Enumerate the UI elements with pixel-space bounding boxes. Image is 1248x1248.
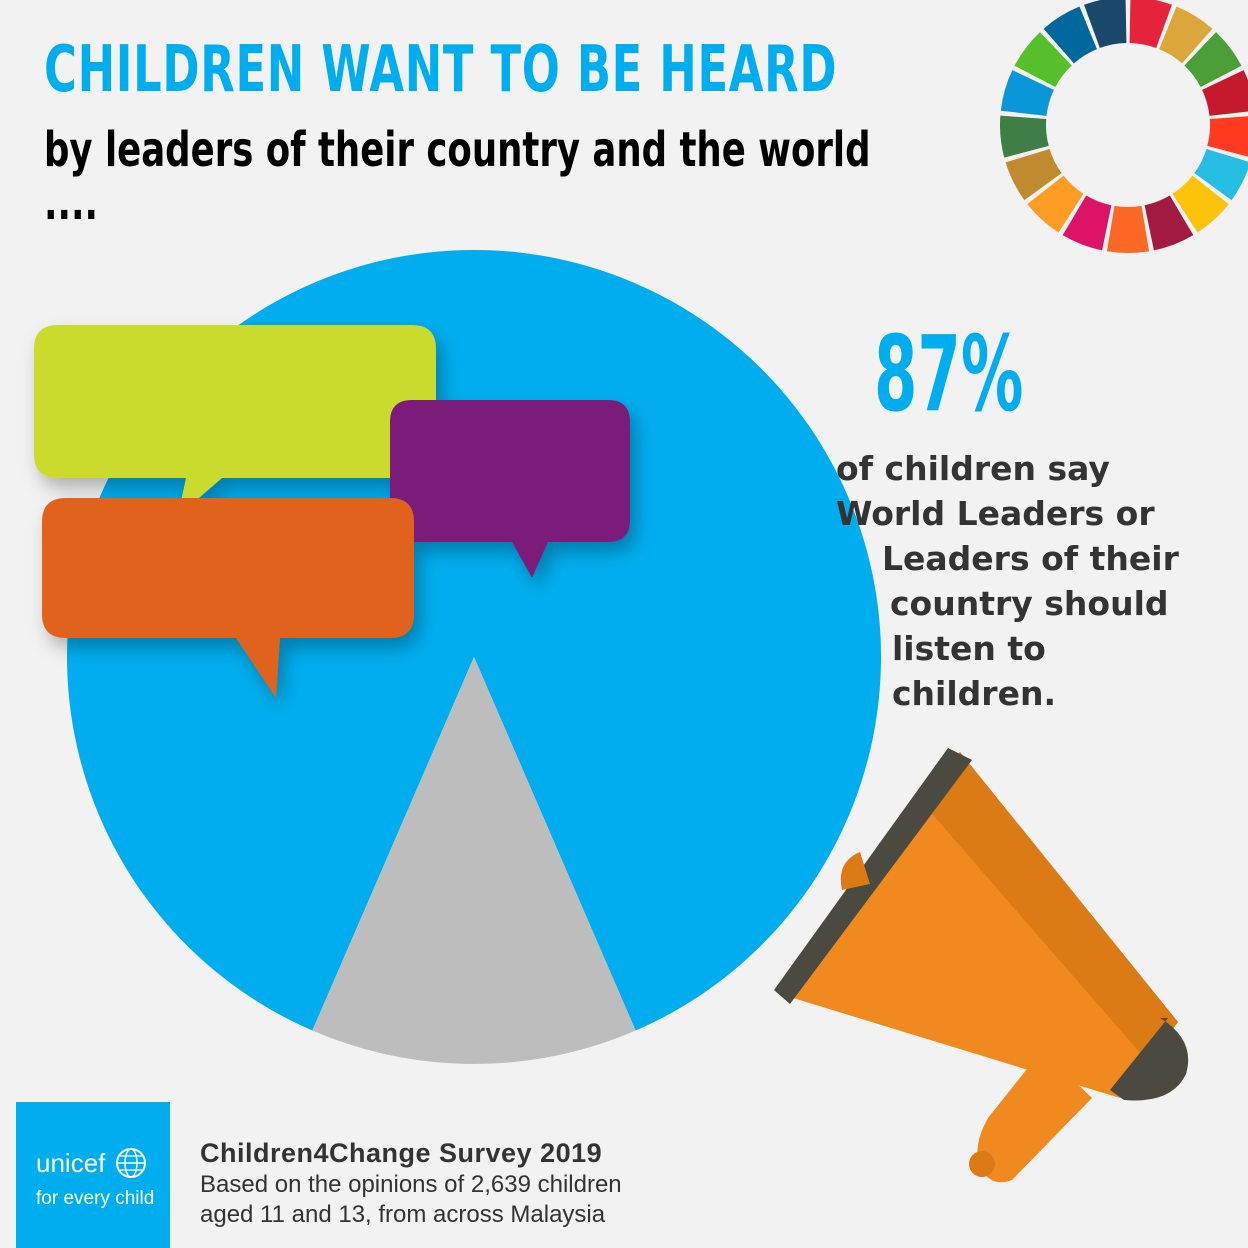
megaphone-icon: [774, 748, 1189, 1183]
sdg-wheel-icon: [1000, 0, 1248, 253]
stat-line: country should: [890, 584, 1169, 623]
stat-description: of children say World Leaders or Leaders…: [836, 446, 1216, 716]
speech-bubbles-icon: [34, 325, 630, 698]
sdg-wheel-segment: [1129, 0, 1172, 48]
megaphone-rear-cap: [1110, 1018, 1189, 1101]
megaphone-handle: [977, 1050, 1092, 1183]
stat-line: listen to: [892, 629, 1046, 668]
sdg-wheel-segment: [1202, 70, 1248, 116]
source-description: Based on the opinions of 2,639 children …: [200, 1170, 622, 1230]
logo-wordmark: unicef: [36, 1148, 106, 1178]
sdg-wheel-segment: [1027, 175, 1084, 233]
sdg-wheel-segment: [1000, 115, 1049, 158]
source-title: Children4Change Survey 2019: [200, 1138, 603, 1168]
sdg-wheel-segment: [1062, 195, 1112, 251]
stat-line: of children say: [836, 449, 1110, 488]
speech-bubble-orange: [42, 498, 414, 698]
speech-bubble-green: [34, 325, 436, 516]
source-line: Based on the opinions of 2,639 children: [200, 1171, 622, 1198]
sdg-wheel-segment: [1014, 32, 1072, 88]
stat-line: children.: [892, 674, 1056, 713]
sdg-wheel-segment: [1184, 32, 1242, 88]
sdg-wheel-segment: [1194, 148, 1248, 201]
sdg-wheel-segment: [1207, 116, 1248, 157]
sdg-wheel-segment: [1159, 6, 1213, 64]
stat-line: Leaders of their: [882, 539, 1179, 578]
unicef-logo: unicef for every child: [16, 1102, 170, 1248]
page-subtitle: by leaders of their country and the worl…: [44, 122, 871, 231]
megaphone-cone-shade: [920, 752, 1178, 1062]
speech-bubble-purple: [390, 400, 630, 578]
logo-tagline: for every child: [36, 1188, 155, 1209]
source-line: aged 11 and 13, from across Malaysia: [200, 1201, 606, 1228]
megaphone-grip: [840, 852, 870, 890]
sdg-wheel-segment: [1000, 70, 1054, 116]
sdg-wheel-segment: [1084, 0, 1127, 48]
stat-value: 87%: [874, 313, 1024, 435]
pie-slice-2: [312, 657, 636, 1064]
megaphone-cone: [780, 752, 1178, 1098]
stat-line: World Leaders or: [836, 494, 1155, 533]
unicef-globe-icon: [116, 1148, 146, 1178]
source-note: Children4Change Survey 2019 Based on the…: [200, 1136, 622, 1230]
megaphone-rim: [774, 748, 972, 1004]
sdg-wheel-segment: [1043, 6, 1097, 64]
megaphone-handle-end: [969, 1151, 995, 1177]
sdg-wheel-segment: [1144, 195, 1194, 251]
sdg-wheel-segment: [1172, 175, 1229, 233]
sdg-wheel-segment: [1106, 205, 1150, 253]
page-title: CHILDREN WANT TO BE HEARD: [44, 33, 838, 107]
sdg-wheel-segment: [1005, 148, 1062, 201]
